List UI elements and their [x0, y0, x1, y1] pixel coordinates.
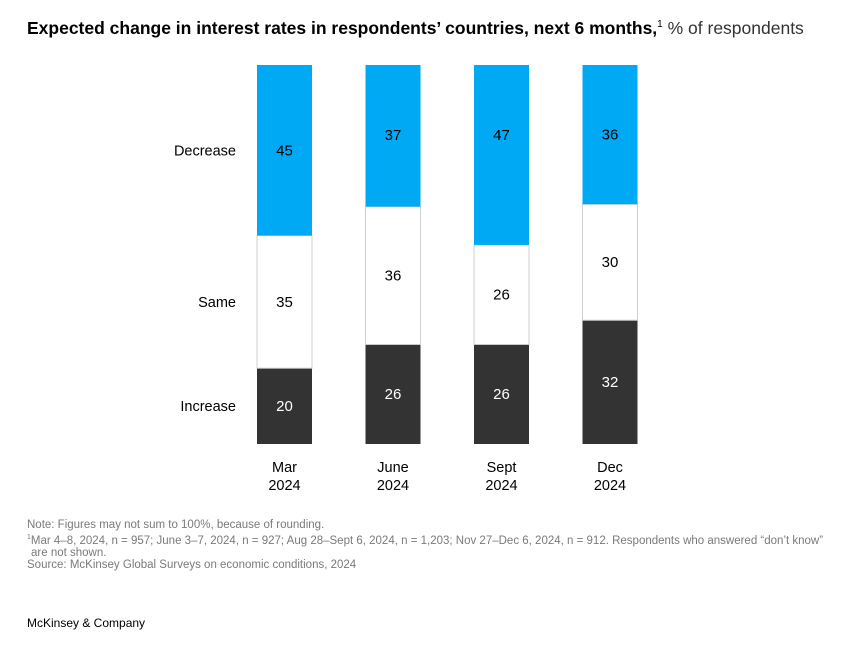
source-note: Source: McKinsey Global Surveys on econo… [27, 559, 357, 572]
x-tick-label-sept-line-2: 2024 [485, 478, 517, 494]
bar-segment-dec-decrease [582, 65, 638, 205]
data-label-sept-increase: 26 [493, 386, 510, 403]
bar-segment-mar-increase [257, 368, 312, 444]
data-label-dec-decrease: 36 [602, 127, 619, 144]
x-tick-label-mar-line-2: 2024 [268, 478, 300, 494]
data-label-mar-same: 35 [276, 294, 293, 311]
bar-segment-june-decrease [365, 65, 421, 207]
footnote-marker: 1 [27, 533, 31, 541]
data-label-june-decrease: 37 [385, 127, 402, 144]
chart-title-unit: % of respondents [667, 17, 804, 38]
bar-segment-june-same [365, 206, 421, 345]
legend-label-increase: Increase [180, 399, 236, 415]
data-label-sept-decrease: 47 [493, 127, 510, 144]
footnote-line-1: Mar 4–8, 2024, n = 957; June 3–7, 2024, … [30, 534, 824, 547]
data-label-dec-increase: 32 [602, 374, 619, 391]
data-label-mar-increase: 20 [276, 398, 293, 415]
stacked-bar-chart: 20 35 45 Mar 2024 26 36 37 June 2024 26 26 47 Sept 202… [174, 65, 638, 494]
x-tick-label-mar-line-1: Mar [272, 460, 297, 476]
bar-segment-sept-increase [474, 344, 529, 444]
bar-segment-dec-increase [582, 320, 638, 444]
bar-segment-mar-decrease [257, 65, 312, 236]
bar-segment-sept-same [473, 244, 530, 345]
legend-label-same: Same [198, 295, 236, 311]
note-rounding: Note: Figures may not sum to 100%, becau… [27, 519, 325, 531]
data-label-dec-same: 30 [602, 254, 619, 271]
data-label-sept-same: 26 [493, 287, 510, 304]
legend-label-decrease: Decrease [174, 143, 236, 159]
bar-segment-mar-same [256, 235, 313, 369]
x-tick-label-dec-line-1: Dec [597, 460, 623, 476]
x-tick-label-june-line-1: June [377, 460, 408, 476]
brand-wordmark: McKinsey & Company [27, 616, 146, 630]
bar-segment-june-increase [365, 344, 421, 444]
bar-segment-sept-decrease [474, 65, 529, 245]
x-tick-label-sept-line-1: Sept [487, 460, 517, 476]
data-label-june-increase: 26 [385, 386, 402, 403]
footnote-sample-sizes: 1Mar 4–8, 2024, n = 957; June 3–7, 2024,… [27, 532, 862, 547]
chart-title: Expected change in interest rates in res… [27, 14, 804, 39]
x-tick-label-dec-line-2: 2024 [594, 478, 626, 494]
chart-notes: Note: Figures may not sum to 100%, becau… [27, 519, 862, 572]
title-footnote-marker: 1 [657, 19, 663, 30]
footnote-line-2: are not shown. [31, 546, 107, 559]
bar-segment-dec-same [582, 203, 638, 321]
data-label-june-same: 36 [385, 268, 402, 285]
x-tick-label-june-line-2: 2024 [377, 478, 409, 494]
data-label-mar-decrease: 45 [276, 142, 293, 159]
chart-title-main: Expected change in interest rates in res… [27, 17, 658, 38]
